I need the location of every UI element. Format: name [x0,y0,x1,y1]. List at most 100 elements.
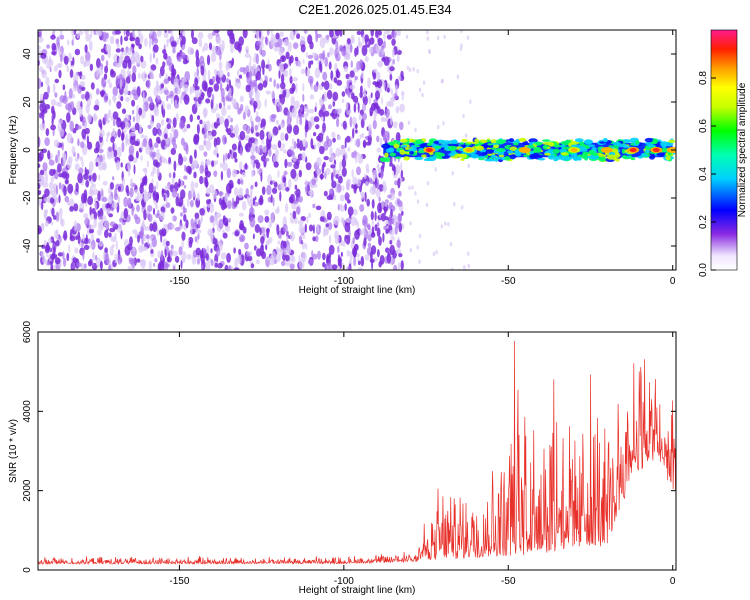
noise-speck [286,230,289,236]
noise-speck [82,233,85,242]
noise-speck [326,195,333,201]
noise-speck [204,139,207,147]
noise-speck [138,230,143,239]
noise-speck [384,216,389,221]
noise-speck [62,251,65,260]
noise-speck [350,43,353,54]
noise-speck [194,89,199,98]
noise-speck [62,84,66,91]
noise-speck [157,262,162,270]
noise-speck [180,212,183,217]
noise-speck [313,84,319,92]
noise-speck [357,153,364,164]
noise-speck [199,175,204,185]
noise-speck [256,40,262,46]
noise-speck [55,240,60,247]
noise-speck [190,225,193,236]
signal-blob [385,148,393,153]
noise-speck [210,215,215,224]
noise-speck [191,30,194,40]
signal-hot-spot [425,148,433,152]
noise-speck [107,79,111,84]
noise-speck [203,108,207,119]
noise-speck [270,30,273,35]
noise-speck [234,158,238,163]
noise-speck [254,196,257,201]
noise-speck [164,263,170,268]
noise-speck [163,52,168,60]
noise-speck [59,215,63,226]
noise-speck [339,194,345,202]
noise-speck [59,128,65,137]
signal-blob [529,155,537,160]
noise-speck [148,38,151,50]
noise-speck [273,181,278,188]
signal-blob [408,148,418,151]
noise-speck [250,155,256,160]
noise-speck [375,30,379,38]
noise-speck [248,137,253,148]
noise-speck [105,203,111,210]
noise-speck [142,233,147,242]
noise-speck [278,62,284,73]
noise-speck [183,214,187,222]
noise-speck [314,67,321,79]
noise-speck [112,127,116,136]
noise-speck [298,112,303,119]
noise-speck [214,160,219,165]
noise-speck [335,169,341,176]
noise-speck [249,55,252,63]
y-tick-label: 6000 [22,320,33,343]
noise-speck [271,144,278,150]
noise-speck [97,148,104,154]
noise-speck [138,107,143,116]
noise-speck [387,194,392,199]
noise-speck [298,255,301,261]
noise-speck [254,224,261,233]
noise-speck [226,83,229,92]
signal-blob [599,141,606,144]
noise-speck [353,208,358,216]
noise-speck [69,235,76,242]
noise-speck [38,45,41,51]
noise-speck [108,109,112,119]
noise-speck [58,102,62,108]
noise-speck [71,30,75,37]
noise-speck [373,99,378,104]
noise-speck [310,60,314,65]
signal-blob [624,139,631,144]
noise-speck [376,227,381,237]
noise-speck [375,90,380,100]
noise-speck [196,123,200,135]
noise-speck [379,202,382,213]
noise-speck [124,55,131,64]
noise-speck [368,46,374,54]
noise-speck [339,108,342,114]
noise-speck [171,223,175,230]
noise-speck [104,229,109,239]
noise-speck [406,65,410,71]
noise-speck [261,139,264,145]
noise-speck [253,104,256,113]
noise-speck [285,51,290,60]
noise-speck [367,223,371,230]
noise-speck [175,113,179,122]
signal-blob [498,154,505,158]
noise-speck [220,252,227,260]
noise-speck [365,181,369,186]
noise-speck [275,148,279,158]
noise-speck [123,49,128,56]
noise-speck [276,224,280,236]
noise-speck [222,134,227,145]
noise-speck [50,176,55,182]
noise-speck [66,159,72,169]
noise-speck [172,47,176,54]
noise-speck [280,81,286,90]
noise-speck [149,150,153,158]
noise-speck [69,206,74,212]
noise-speck [285,254,290,262]
noise-speck [109,36,115,44]
noise-speck [349,251,353,261]
noise-speck [265,244,268,251]
